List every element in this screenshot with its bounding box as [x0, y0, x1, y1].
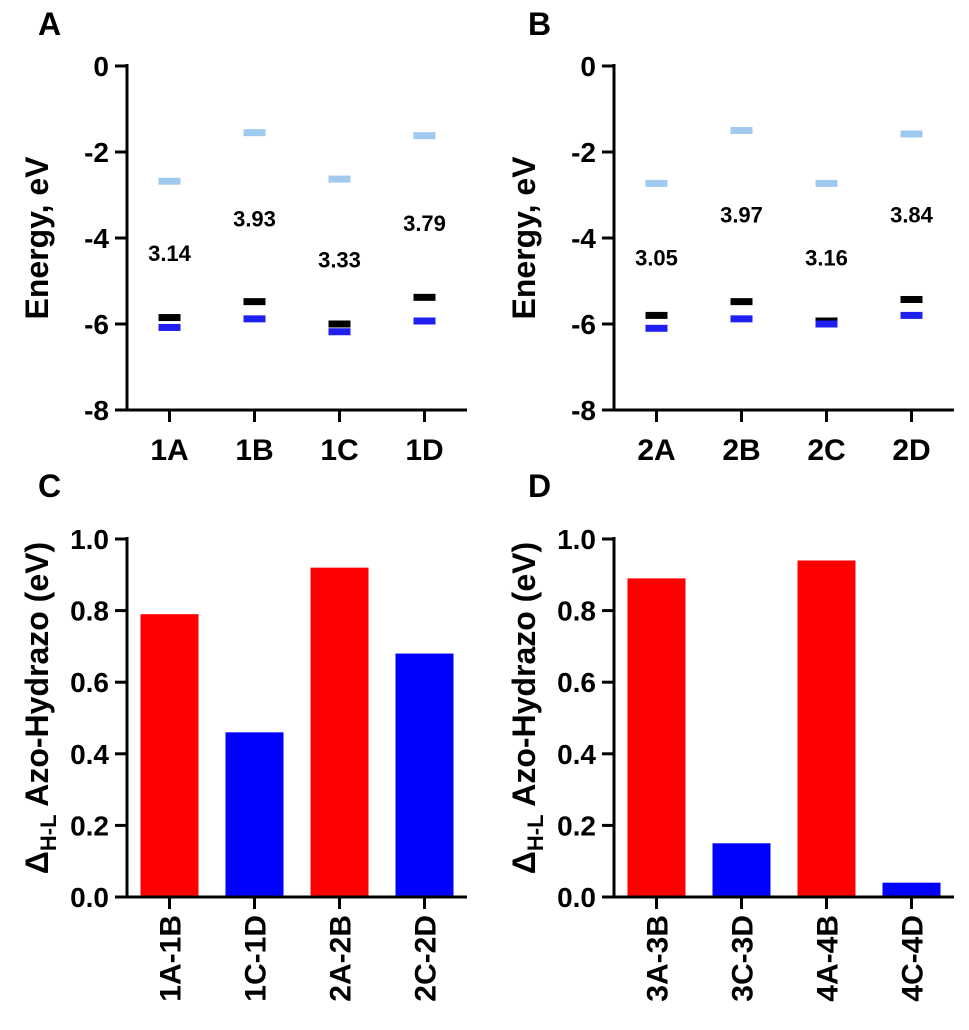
- x-tick-label: 2A-2B: [325, 915, 358, 1002]
- y-axis-label-subscript: H-L: [36, 814, 61, 851]
- x-tick-label: 2C-2D: [410, 915, 443, 1002]
- energy-level-mark: [328, 320, 351, 328]
- y-tick-label: 0: [580, 51, 596, 82]
- x-tick-label: 2B: [722, 434, 760, 467]
- y-tick-label: 0.0: [70, 882, 109, 913]
- energy-level-mark: [900, 311, 923, 319]
- y-tick-label: -2: [571, 137, 596, 168]
- y-tick-label: -6: [84, 309, 109, 340]
- bar: [712, 843, 771, 897]
- bar: [225, 732, 284, 897]
- energy-level-mark: [413, 132, 436, 140]
- y-axis-label: ΔH-L Azo-Hydrazo (eV): [19, 542, 61, 874]
- energy-level-mark: [900, 295, 923, 303]
- panel-label-d: D: [528, 468, 551, 504]
- y-axis-label-text: Azo-Hydrazo (eV): [506, 542, 542, 815]
- y-tick-label: 0.6: [557, 667, 596, 698]
- gap-value-label: 3.93: [233, 207, 276, 232]
- y-tick-label: 0.4: [557, 739, 596, 770]
- energy-level-mark: [243, 315, 266, 323]
- y-tick-label: -6: [571, 309, 596, 340]
- y-tick-label: 0.6: [70, 667, 109, 698]
- x-tick-label: 3A-3B: [642, 915, 675, 1002]
- gap-value-label: 3.16: [805, 245, 848, 270]
- energy-level-mark: [815, 320, 838, 328]
- panel-label-a: A: [38, 6, 61, 42]
- energy-level-mark: [413, 293, 436, 301]
- energy-level-mark: [413, 317, 436, 325]
- energy-level-mark: [328, 175, 351, 183]
- x-tick-label: 2C: [807, 434, 845, 467]
- panel-b-energy-chart: 0 -2 -4 -6 -8 2A 2B 2C 2D Energy, eV 3.05 3.97 3.16 3…: [506, 51, 954, 467]
- y-axis-label: Energy, eV: [506, 156, 542, 320]
- x-tick-label: 1C: [320, 434, 358, 467]
- energy-level-mark: [158, 314, 181, 322]
- panel-a-energy-chart: 0 -2 -4 -6 -8 1A 1B 1C 1D Energy, eV 3.14 3.93 3.33 3…: [19, 51, 467, 467]
- gap-value-label: 3.97: [720, 202, 763, 227]
- bar: [395, 653, 454, 897]
- bar: [140, 614, 199, 897]
- x-tick-label: 1A: [150, 434, 188, 467]
- bar: [627, 578, 686, 897]
- y-tick-label: -4: [571, 223, 596, 254]
- x-tick-label: 2D: [892, 434, 930, 467]
- bar: [882, 882, 941, 897]
- gap-value-label: 3.33: [318, 248, 361, 273]
- gap-value-label: 3.05: [635, 245, 678, 270]
- energy-level-mark: [158, 323, 181, 331]
- y-tick-label: -8: [571, 395, 596, 426]
- y-tick-label: -2: [84, 137, 109, 168]
- y-tick-label: 1.0: [557, 524, 596, 555]
- y-tick-label: 0.2: [70, 810, 109, 841]
- y-tick-label: -8: [84, 395, 109, 426]
- energy-level-mark: [158, 177, 181, 185]
- y-tick-label: 0.4: [70, 739, 109, 770]
- x-tick-label: 3C-3D: [727, 915, 760, 1002]
- energy-level-mark: [645, 311, 668, 319]
- y-tick-label: 0.8: [70, 596, 109, 627]
- y-tick-label: 0: [93, 51, 109, 82]
- energy-level-mark: [645, 179, 668, 187]
- energy-level-mark: [900, 130, 923, 138]
- bar: [310, 567, 369, 897]
- x-tick-label: 4C-4D: [897, 915, 930, 1002]
- gap-value-label: 3.14: [148, 241, 192, 266]
- bar: [797, 560, 856, 897]
- energy-level-mark: [645, 324, 668, 332]
- panel-c-bar-chart: 0.0 0.2 0.4 0.6 0.8 1.0 1A-1B 1C-1D 2A-2B 2C-2D ΔH…: [19, 524, 467, 1002]
- y-axis-label-delta: Δ: [19, 851, 55, 874]
- y-tick-label: 0.8: [557, 596, 596, 627]
- y-axis-label: ΔH-L Azo-Hydrazo (eV): [506, 542, 548, 874]
- panel-d-bar-chart: 0.0 0.2 0.4 0.6 0.8 1.0 3A-3B 3C-3D 4A-4B 4C-4D ΔH…: [506, 524, 954, 1002]
- x-tick-label: 4A-4B: [812, 915, 845, 1002]
- y-axis-label-delta: Δ: [506, 851, 542, 874]
- y-tick-label: -4: [84, 223, 109, 254]
- x-tick-label: 1B: [235, 434, 273, 467]
- y-tick-label: 0.0: [557, 882, 596, 913]
- panel-label-b: B: [528, 6, 551, 42]
- energy-level-mark: [328, 328, 351, 336]
- x-tick-label: 1C-1D: [240, 915, 273, 1002]
- y-axis-label-subscript: H-L: [523, 814, 548, 851]
- gap-value-label: 3.84: [890, 202, 934, 227]
- x-tick-label: 2A: [637, 434, 675, 467]
- y-tick-label: 1.0: [70, 524, 109, 555]
- energy-level-mark: [243, 129, 266, 137]
- x-tick-label: 1D: [405, 434, 443, 467]
- energy-level-mark: [730, 298, 753, 306]
- energy-level-mark: [815, 179, 838, 187]
- y-tick-label: 0.2: [557, 810, 596, 841]
- y-axis-label: Energy, eV: [19, 156, 55, 320]
- x-tick-label: 1A-1B: [155, 915, 188, 1002]
- energy-level-mark: [730, 315, 753, 323]
- energy-level-mark: [730, 127, 753, 134]
- energy-level-mark: [243, 298, 266, 306]
- gap-value-label: 3.79: [403, 211, 446, 236]
- y-axis-label-text: Azo-Hydrazo (eV): [19, 542, 55, 815]
- panel-label-c: C: [38, 468, 61, 504]
